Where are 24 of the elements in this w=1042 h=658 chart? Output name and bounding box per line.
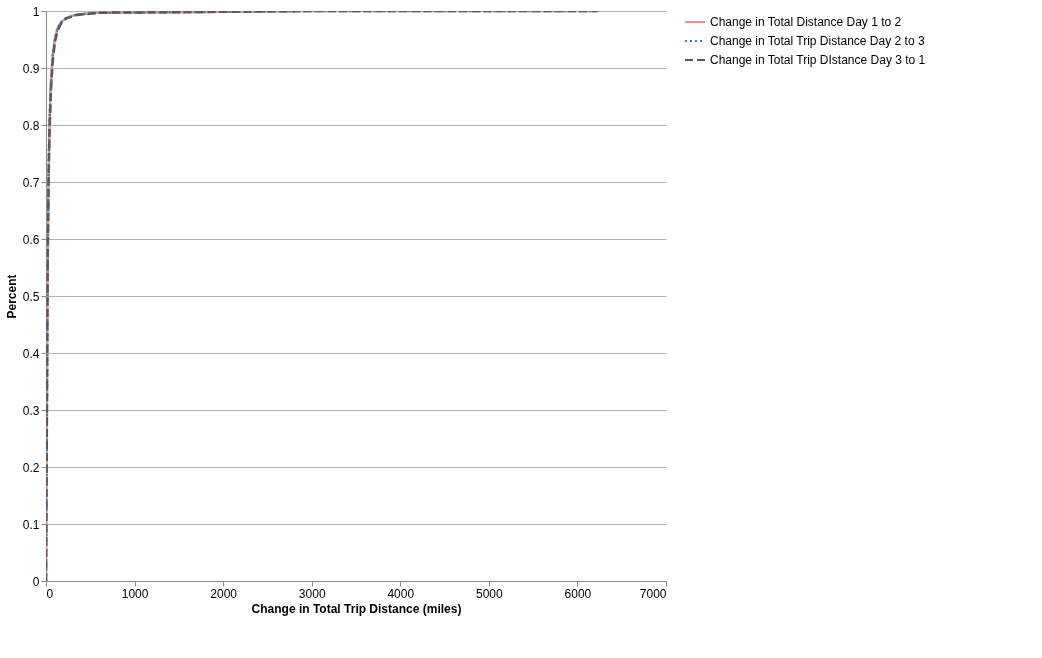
y-tick-label: 0.8 (22, 118, 40, 133)
x-tick-label: 0 (46, 586, 54, 601)
y-tick-label: 0.6 (22, 232, 40, 247)
y-tick-label: 0.7 (22, 175, 40, 190)
y-tick-label: 1 (32, 4, 40, 19)
y-tick-label: 0.2 (22, 460, 40, 475)
legend-label: Change in Total Trip DIstance Day 3 to 1 (710, 53, 926, 67)
x-tick-label: 1000 (121, 586, 149, 601)
y-tick-label: 0 (32, 574, 40, 589)
x-axis-title: Change in Total Trip Distance (miles) (251, 601, 462, 616)
x-tick-label: 4000 (387, 586, 415, 601)
x-tick-label: 7000 (639, 586, 667, 601)
y-tick-label: 0.3 (22, 403, 40, 418)
legend-label: Change in Total Distance Day 1 to 2 (710, 15, 902, 29)
x-tick-label: 2000 (210, 586, 238, 601)
y-tick-label: 0.4 (22, 346, 40, 361)
y-tick-label: 0.1 (22, 517, 40, 532)
y-axis-title: Percent (4, 274, 19, 319)
x-tick-label: 5000 (476, 586, 504, 601)
x-tick-label: 3000 (298, 586, 326, 601)
legend-label: Change in Total Trip Distance Day 2 to 3 (710, 34, 925, 48)
x-tick-label: 6000 (564, 586, 592, 601)
y-tick-label: 0.9 (22, 61, 40, 76)
y-tick-label: 0.5 (22, 289, 40, 304)
